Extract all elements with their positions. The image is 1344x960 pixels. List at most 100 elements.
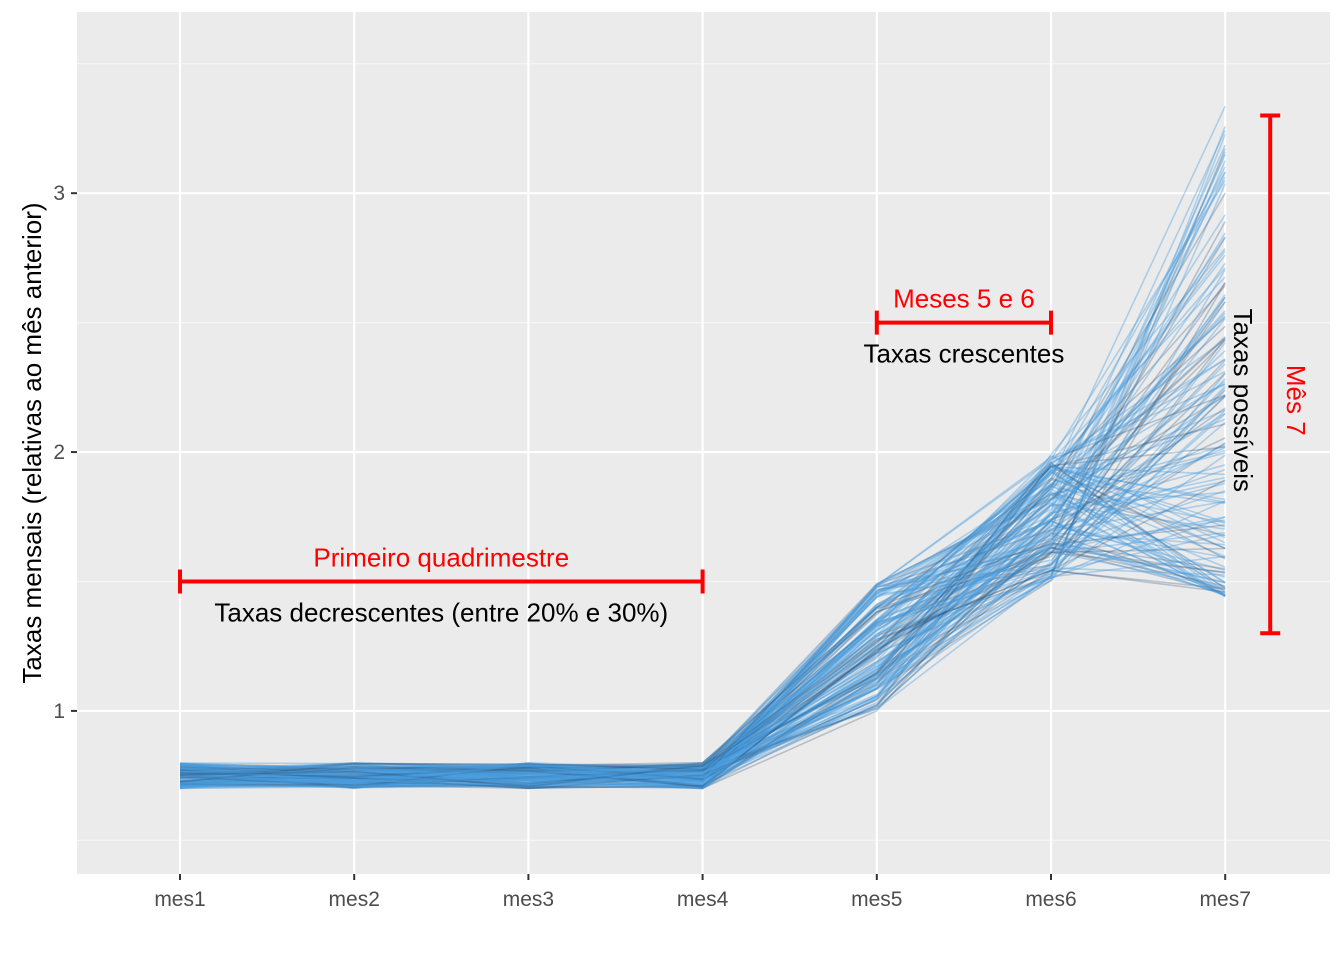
series-line (179, 409, 1226, 787)
series-line (179, 315, 1226, 787)
series-line (179, 470, 1226, 789)
y-tick-label: 2 (53, 441, 65, 464)
series-line (179, 342, 1226, 790)
series-line (179, 171, 1226, 788)
series-line (179, 301, 1226, 774)
series-line (179, 282, 1226, 788)
series-line (179, 144, 1226, 790)
series-line (179, 338, 1226, 784)
series-line (179, 310, 1226, 786)
series-line (179, 482, 1226, 785)
series-line (179, 524, 1226, 779)
series-line (179, 468, 1226, 785)
series-line (179, 250, 1226, 787)
series-line (179, 285, 1226, 786)
series-line (179, 569, 1226, 780)
series-line (179, 493, 1226, 782)
series-line (179, 464, 1226, 789)
series-line (179, 407, 1226, 779)
annotation-label-red: Meses 5 e 6 (893, 284, 1035, 314)
series-line (179, 534, 1226, 786)
series-line (179, 395, 1226, 777)
series-line (179, 247, 1226, 790)
series-line (179, 532, 1226, 790)
series-line (179, 455, 1226, 790)
series-line (179, 372, 1226, 789)
series-line (179, 412, 1226, 784)
series-line (179, 358, 1226, 788)
x-tick-label: mes5 (851, 888, 902, 911)
annotation-label-red: Mês 7 (1281, 365, 1311, 436)
series-line (179, 500, 1226, 790)
series-line (179, 488, 1226, 787)
x-tick-label: mes6 (1025, 888, 1076, 911)
series-line (179, 531, 1226, 785)
series-line (179, 516, 1226, 790)
x-tick-label: mes3 (503, 888, 554, 911)
series-line (179, 446, 1226, 788)
series-line (179, 533, 1226, 783)
series-line (179, 383, 1226, 783)
series-line (179, 446, 1226, 789)
series-line (179, 546, 1226, 789)
series-line (179, 452, 1226, 786)
series-line (179, 336, 1226, 771)
series-line (179, 566, 1226, 785)
series-line (179, 551, 1226, 785)
series-line (179, 520, 1226, 787)
series-line (179, 479, 1226, 788)
series-line (179, 476, 1226, 789)
series-line (179, 383, 1226, 779)
series-line (179, 525, 1226, 784)
series-line (179, 437, 1226, 790)
series-line (179, 316, 1226, 782)
series-line (179, 542, 1226, 789)
series-line (179, 482, 1226, 783)
series-line (179, 370, 1226, 789)
series-line (179, 171, 1226, 788)
series-line (179, 262, 1226, 782)
series-line (179, 503, 1226, 787)
series-line (179, 490, 1226, 788)
series-line (179, 394, 1226, 788)
series-line (179, 389, 1226, 781)
annotation-label-red: Primeiro quadrimestre (313, 542, 569, 572)
series-line (179, 394, 1226, 790)
series-line (179, 214, 1226, 790)
series-line (179, 301, 1226, 785)
series-line (179, 276, 1226, 778)
series-line (179, 154, 1226, 781)
series-line (179, 294, 1226, 782)
series-line (179, 546, 1226, 788)
series-line (179, 269, 1226, 781)
series-line (180, 373, 1226, 786)
x-tick-label: mes1 (154, 888, 205, 911)
series-line (179, 477, 1226, 789)
series-line (179, 520, 1226, 789)
series-line (179, 485, 1226, 784)
series-line (179, 318, 1226, 789)
series-line (179, 541, 1226, 788)
series-line (179, 471, 1226, 787)
series-line (179, 359, 1226, 788)
series-line (179, 484, 1226, 788)
series-line (179, 180, 1226, 782)
y-axis: 1 2 3 (53, 182, 77, 723)
x-tick-label: mes4 (677, 888, 729, 911)
series-line (179, 519, 1226, 784)
series-line (179, 523, 1226, 779)
series-line (179, 546, 1226, 777)
series-line (179, 232, 1226, 780)
series-line (179, 254, 1226, 790)
series-line (179, 126, 1226, 784)
series-line (179, 282, 1226, 786)
series-line (179, 491, 1226, 782)
series-line (179, 160, 1226, 787)
series-line (179, 464, 1226, 783)
series-line (179, 325, 1226, 784)
series-line (179, 236, 1226, 790)
x-tick-label: mes7 (1200, 888, 1251, 911)
series-line (179, 350, 1226, 790)
series-line (179, 221, 1226, 786)
